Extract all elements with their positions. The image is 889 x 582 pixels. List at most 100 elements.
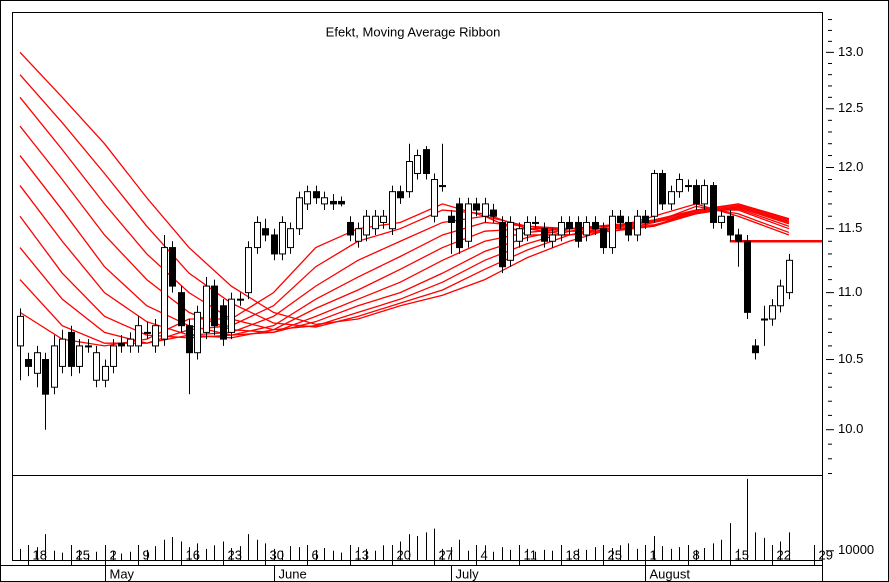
- candle-body: [313, 191, 320, 199]
- candle-body: [59, 338, 66, 367]
- month-label: August: [650, 566, 691, 581]
- candle-body: [668, 191, 675, 205]
- candle-body: [735, 234, 742, 242]
- candle-body: [516, 228, 523, 242]
- x-tick-label: 20: [397, 547, 411, 562]
- candle-body: [85, 345, 92, 348]
- month-label: July: [456, 566, 480, 581]
- candle-body: [397, 191, 404, 199]
- candle-body: [372, 215, 379, 230]
- candle-body: [507, 221, 514, 261]
- candle-body: [34, 352, 41, 374]
- candle-body: [178, 292, 185, 327]
- ma-line: [19, 96, 790, 331]
- candle-body: [254, 221, 261, 249]
- x-tick-label: 25: [608, 547, 622, 562]
- candle-body: [744, 240, 751, 313]
- ma-line: [19, 125, 790, 334]
- y-tick-label: 11.5: [838, 220, 862, 235]
- candle-body: [330, 200, 337, 205]
- x-tick-label: 27: [439, 547, 453, 562]
- candle-body: [625, 221, 632, 236]
- candle-body: [609, 215, 616, 249]
- candle-body: [769, 305, 776, 320]
- x-tick-label: 22: [777, 547, 791, 562]
- candle-body: [423, 149, 430, 174]
- candle-body: [600, 228, 607, 249]
- ma-line: [19, 51, 790, 326]
- candle-body: [727, 215, 734, 236]
- candle-body: [439, 185, 446, 188]
- candle-body: [566, 221, 573, 230]
- candle-body: [355, 228, 362, 242]
- x-tick-label: 4: [481, 547, 488, 562]
- y-tick-label: 12.5: [838, 100, 863, 115]
- candle-body: [549, 234, 556, 242]
- x-tick-label: 15: [735, 547, 749, 562]
- candle-body: [490, 209, 497, 217]
- candle-body: [761, 318, 768, 321]
- candle-body: [287, 228, 294, 249]
- volume-tick-label: 10000: [838, 542, 874, 557]
- candle-body: [634, 215, 641, 236]
- y-tick-label: 13.0: [838, 44, 863, 59]
- candle-body: [135, 325, 142, 347]
- candle-body: [389, 191, 396, 230]
- chart-title: Efekt, Moving Average Ribbon: [326, 24, 501, 39]
- candle-body: [110, 345, 117, 367]
- y-tick-label: 10.0: [838, 421, 863, 436]
- candle-body: [499, 221, 506, 268]
- x-tick-label: 6: [312, 547, 319, 562]
- y-tick-label: 10.5: [838, 351, 863, 366]
- candle-body: [68, 331, 75, 367]
- x-tick-label: 11: [524, 547, 538, 562]
- candle-body: [380, 215, 387, 223]
- candle-body: [718, 215, 725, 223]
- x-tick-label: 25: [76, 547, 90, 562]
- x-tick-label: 30: [270, 547, 284, 562]
- month-label: May: [110, 566, 135, 581]
- y-tick-label: 11.0: [838, 284, 862, 299]
- candle-body: [203, 285, 210, 333]
- candle-body: [482, 203, 489, 217]
- candle-body: [17, 315, 24, 347]
- candle-body: [237, 298, 244, 301]
- candle-body: [42, 359, 49, 395]
- candle-body: [659, 172, 666, 205]
- y-tick-label: 12.0: [838, 159, 863, 174]
- candle-body: [304, 191, 311, 205]
- candle-body: [186, 325, 193, 354]
- candle-body: [406, 161, 413, 193]
- candle-body: [541, 228, 548, 242]
- candle-body: [152, 325, 159, 347]
- candle-body: [363, 215, 370, 236]
- x-tick-label: 9: [143, 547, 150, 562]
- candle-body: [93, 352, 100, 381]
- candle-body: [194, 311, 201, 354]
- candle-body: [710, 185, 717, 223]
- candle-body: [456, 203, 463, 249]
- candle-body: [685, 185, 692, 188]
- candle-body: [321, 197, 328, 205]
- candle-body: [51, 345, 58, 388]
- candle-body: [473, 203, 480, 211]
- candle-body: [338, 200, 345, 205]
- candle-body: [228, 298, 235, 333]
- candle-body: [676, 179, 683, 193]
- candle-body: [642, 215, 649, 223]
- candle-body: [271, 234, 278, 255]
- candle-body: [448, 215, 455, 223]
- candle-body: [701, 185, 708, 205]
- x-tick-label: 18: [33, 547, 47, 562]
- x-tick-label: 29: [819, 547, 833, 562]
- candle-body: [465, 203, 472, 242]
- candle-body: [25, 359, 32, 367]
- candle-body: [76, 345, 83, 367]
- candle-body: [431, 179, 438, 217]
- candle-body: [169, 247, 176, 287]
- candle-body: [262, 228, 269, 236]
- candle-body: [127, 338, 134, 347]
- candle-body: [575, 221, 582, 242]
